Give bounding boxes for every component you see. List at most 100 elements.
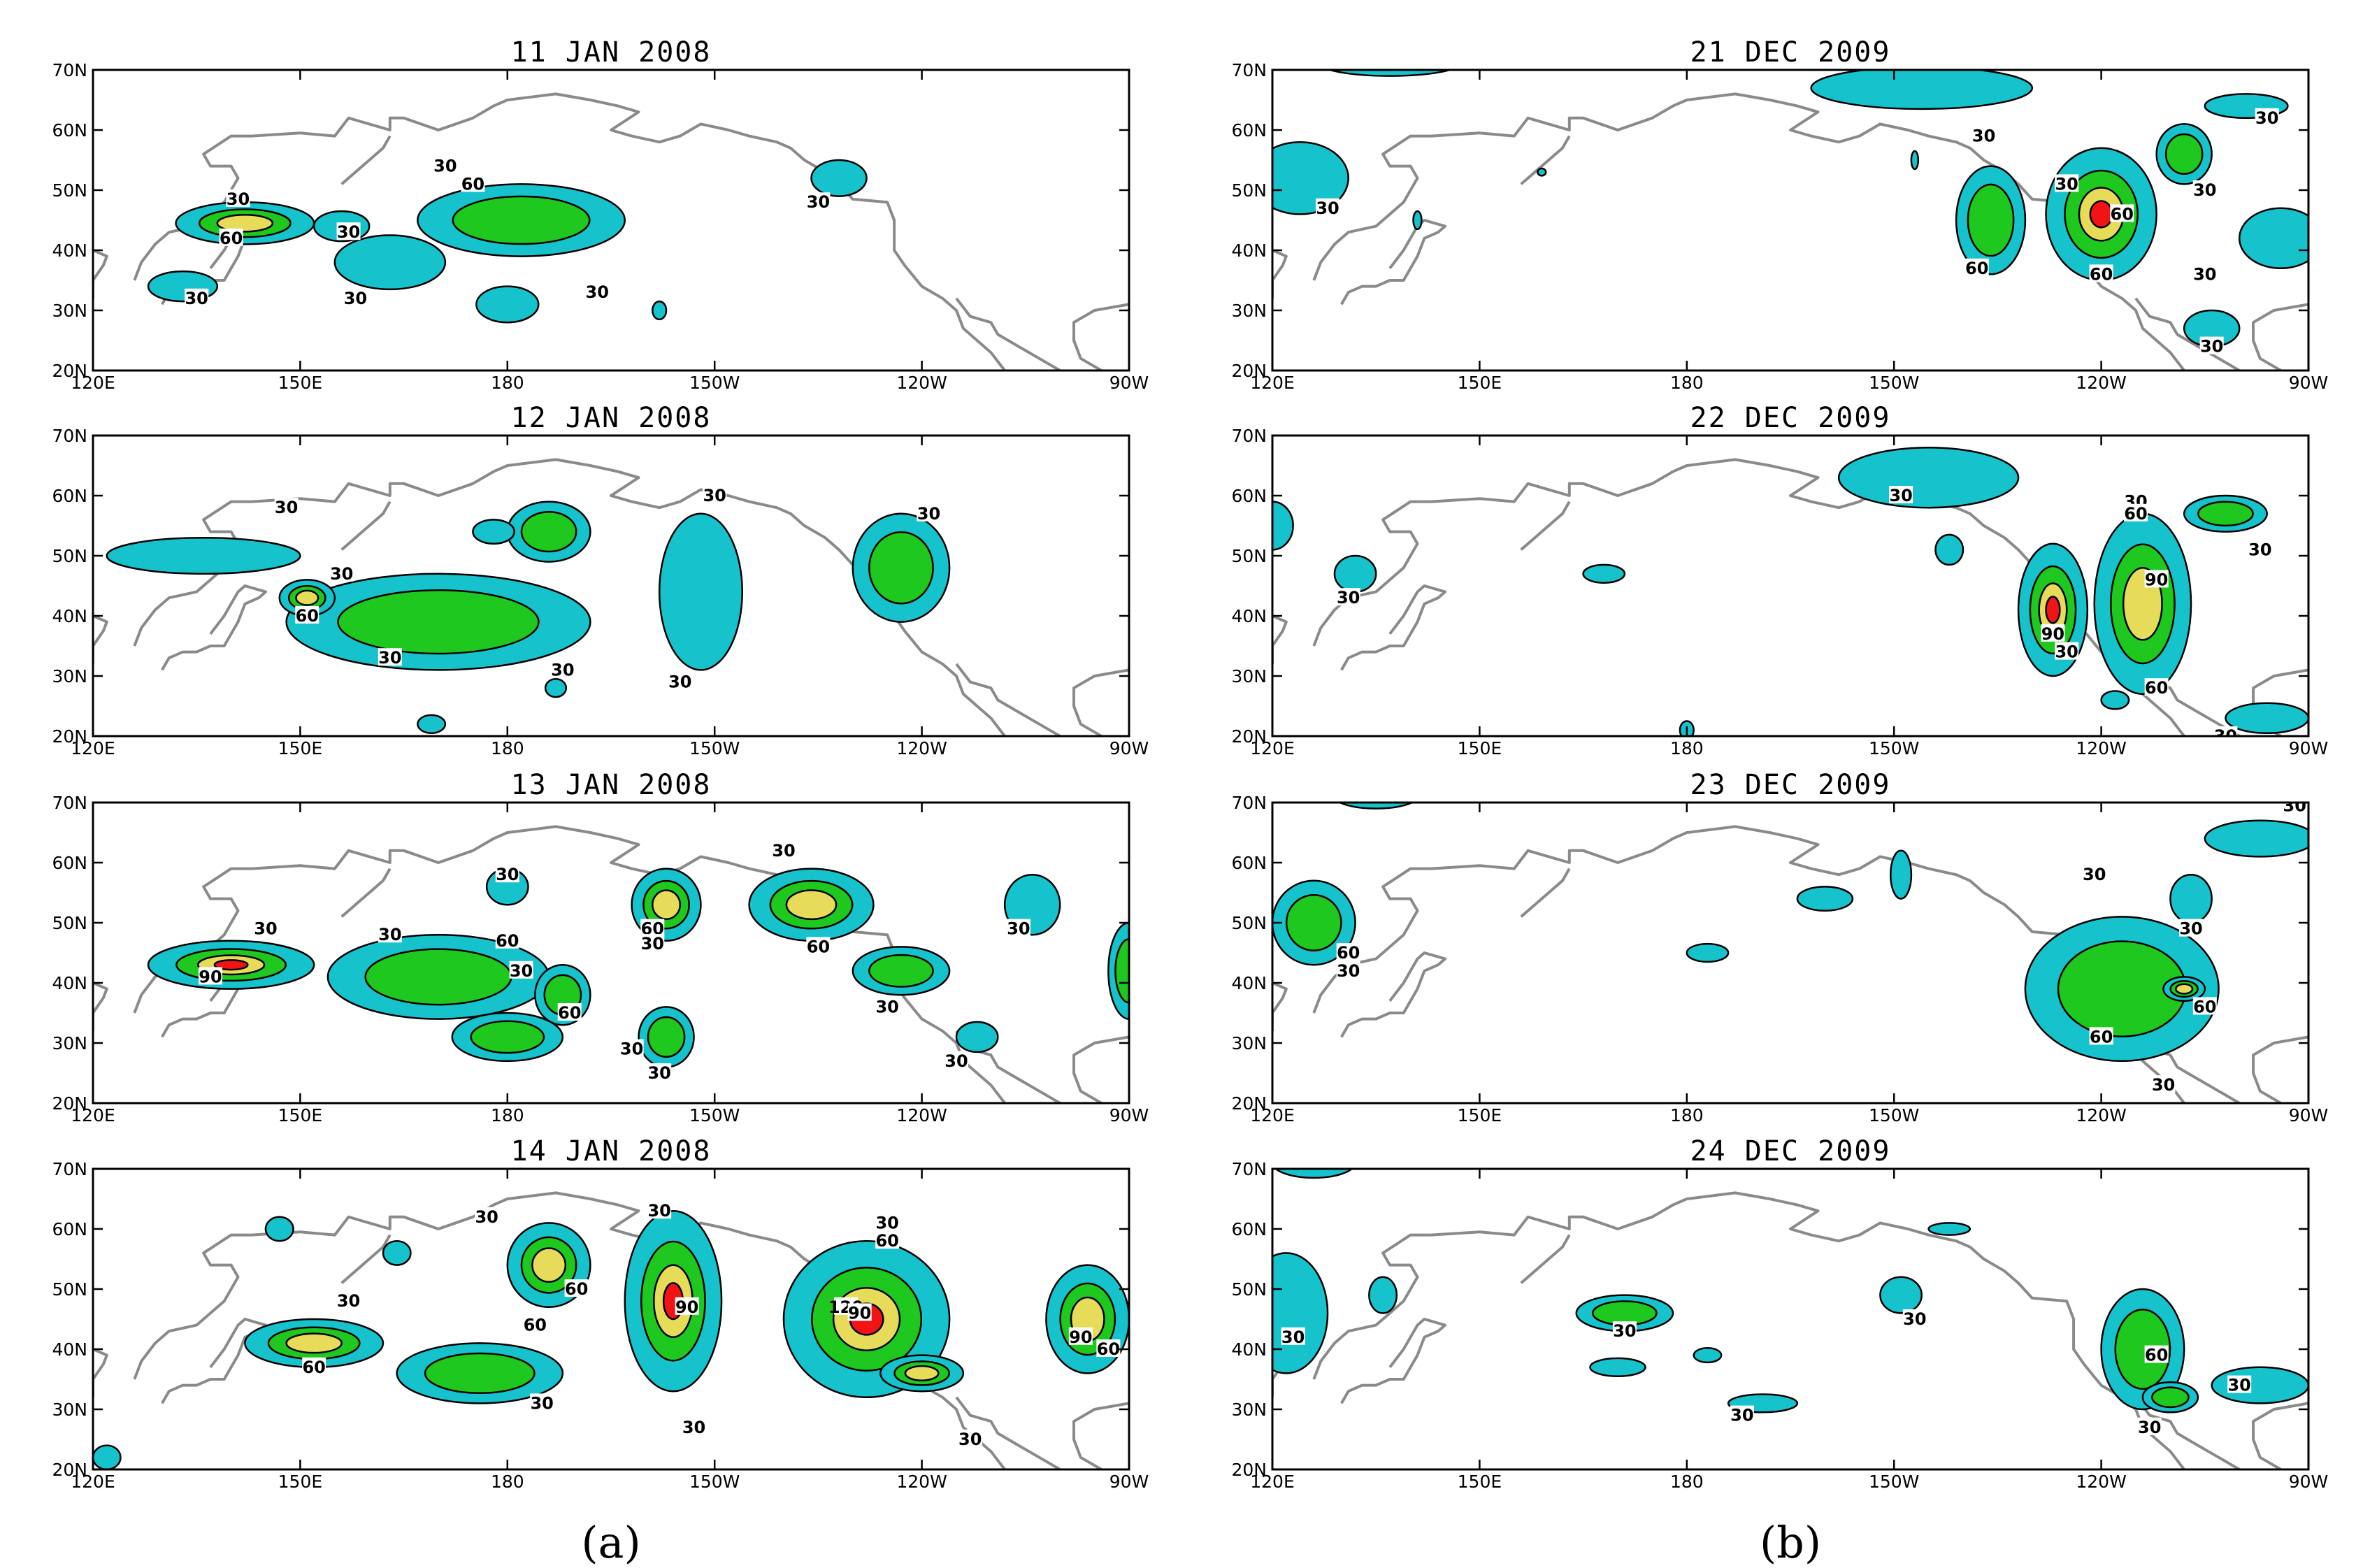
panel-title: 13 JAN 2008 bbox=[511, 769, 712, 801]
contour-area bbox=[2183, 494, 2268, 533]
y-tick-label: 50N bbox=[52, 180, 87, 201]
contour-area bbox=[106, 536, 301, 575]
contour-area bbox=[1368, 1276, 1398, 1314]
contour-label-text: 30 bbox=[378, 648, 401, 668]
contour-area bbox=[285, 573, 591, 671]
contour-label: 30 bbox=[475, 1207, 499, 1227]
contour-label-text: 30 bbox=[958, 1430, 982, 1449]
x-tick-label: 150E bbox=[278, 738, 323, 758]
contour-label: 30 bbox=[2192, 264, 2217, 284]
contour-label: 30 bbox=[958, 1430, 982, 1449]
contour-level-60 bbox=[868, 531, 934, 605]
contour-level-60 bbox=[2114, 1308, 2171, 1390]
y-tick-label: 40N bbox=[1231, 973, 1267, 993]
contour-level-60 bbox=[424, 1352, 536, 1395]
contour-label: 30 bbox=[1281, 1327, 1305, 1347]
contour-area bbox=[1272, 141, 1349, 215]
contour-area bbox=[506, 501, 591, 563]
contour-label: 30 bbox=[1612, 1321, 1637, 1341]
contour-area bbox=[451, 1012, 564, 1063]
contour-level-30 bbox=[2238, 207, 2308, 270]
contour-label-text: 30 bbox=[586, 282, 609, 302]
contour-label-text: 60 bbox=[558, 1003, 581, 1023]
y-tick-label: 20N bbox=[1231, 1093, 1267, 1114]
contour-label: 30 bbox=[917, 503, 941, 524]
contour-area bbox=[1927, 1222, 1971, 1236]
contour-label: 90 bbox=[2041, 624, 2065, 644]
contour-level-30 bbox=[652, 300, 668, 321]
contour-label: 30 bbox=[875, 997, 900, 1016]
contour-label: 30 bbox=[640, 934, 665, 954]
contour-label-text: 60 bbox=[2145, 678, 2168, 698]
x-tick-label: 120W bbox=[896, 1105, 947, 1125]
contour-area bbox=[748, 868, 875, 942]
y-tick-label: 60N bbox=[1231, 853, 1267, 873]
contour-label-text: 30 bbox=[2200, 337, 2223, 357]
x-tick-label: 90W bbox=[1109, 1105, 1149, 1125]
contour-level-30 bbox=[1333, 554, 1377, 593]
x-tick-label: 150W bbox=[689, 373, 740, 393]
contour-label-text: 30 bbox=[1903, 1309, 1926, 1329]
contour-label-text: 30 bbox=[344, 289, 367, 308]
x-tick-label: 120E bbox=[1250, 1105, 1295, 1125]
contour-label-text: 90 bbox=[675, 1297, 698, 1317]
contour-area bbox=[1955, 165, 2027, 275]
contour-label: 30 bbox=[509, 961, 533, 981]
contour-area bbox=[1272, 879, 1356, 966]
contour-level-60 bbox=[647, 1016, 686, 1058]
contour-level-30 bbox=[955, 1021, 999, 1053]
contour-label-text: 60 bbox=[565, 1279, 588, 1299]
contour-label-text: 60 bbox=[1965, 259, 1988, 278]
y-tick-label: 60N bbox=[1231, 120, 1267, 141]
x-tick-label: 120W bbox=[2076, 1105, 2126, 1125]
contour-label: 30 bbox=[1730, 1405, 1754, 1425]
y-tick-label: 60N bbox=[52, 486, 87, 506]
x-tick-label: 90W bbox=[2289, 373, 2329, 393]
y-tick-label: 60N bbox=[52, 1219, 87, 1239]
y-tick-label: 40N bbox=[1231, 1339, 1267, 1360]
panel-title: 21 DEC 2009 bbox=[1690, 36, 1891, 69]
y-tick-label: 60N bbox=[52, 120, 87, 141]
contour-level-30 bbox=[1537, 167, 1547, 177]
contour-area bbox=[475, 285, 540, 324]
x-tick-label: 90W bbox=[1109, 1472, 1149, 1492]
contour-level-30 bbox=[1890, 849, 1913, 900]
contour-label-text: 30 bbox=[378, 925, 401, 944]
contour-label: 30 bbox=[336, 1291, 361, 1311]
x-tick-label: 120W bbox=[2076, 373, 2126, 393]
contour-label: 30 bbox=[806, 192, 831, 212]
contour-label: 30 bbox=[2199, 336, 2224, 357]
y-tick-label: 50N bbox=[1231, 913, 1267, 933]
contour-label-text: 30 bbox=[337, 1291, 360, 1311]
contour-label: 30 bbox=[495, 865, 519, 884]
contour-label-text: 60 bbox=[296, 606, 319, 626]
contour-label-text: 30 bbox=[185, 289, 208, 308]
contour-level-30 bbox=[1910, 150, 1920, 171]
contour-label: 90 bbox=[675, 1297, 699, 1317]
contour-label: 30 bbox=[619, 1039, 644, 1059]
contour-level-30 bbox=[1879, 1276, 1923, 1314]
contour-area bbox=[1589, 1357, 1646, 1377]
contour-label: 30 bbox=[550, 660, 575, 679]
contour-label-text: 30 bbox=[475, 1207, 498, 1227]
contour-level-30 bbox=[264, 1216, 294, 1242]
contour-area bbox=[382, 1239, 412, 1266]
y-tick-label: 60N bbox=[1231, 486, 1267, 506]
contour-label-text: 30 bbox=[2152, 1075, 2175, 1095]
y-tick-label: 20N bbox=[52, 1093, 87, 1114]
contour-label: 30 bbox=[2082, 865, 2106, 884]
contour-area bbox=[810, 159, 868, 197]
contour-level-60 bbox=[2164, 133, 2204, 175]
contour-area bbox=[2100, 1288, 2185, 1411]
contour-label-text: 30 bbox=[2227, 1376, 2250, 1395]
panel-title: 24 DEC 2009 bbox=[1690, 1135, 1891, 1167]
contour-label-text: 60 bbox=[2124, 504, 2147, 524]
contour-label: 60 bbox=[461, 174, 485, 194]
contour-level-30 bbox=[472, 519, 515, 545]
x-tick-label: 120W bbox=[896, 373, 947, 393]
x-tick-label: 90W bbox=[1109, 373, 1149, 393]
x-tick-label: 180 bbox=[491, 1105, 524, 1125]
contour-area bbox=[417, 183, 626, 257]
